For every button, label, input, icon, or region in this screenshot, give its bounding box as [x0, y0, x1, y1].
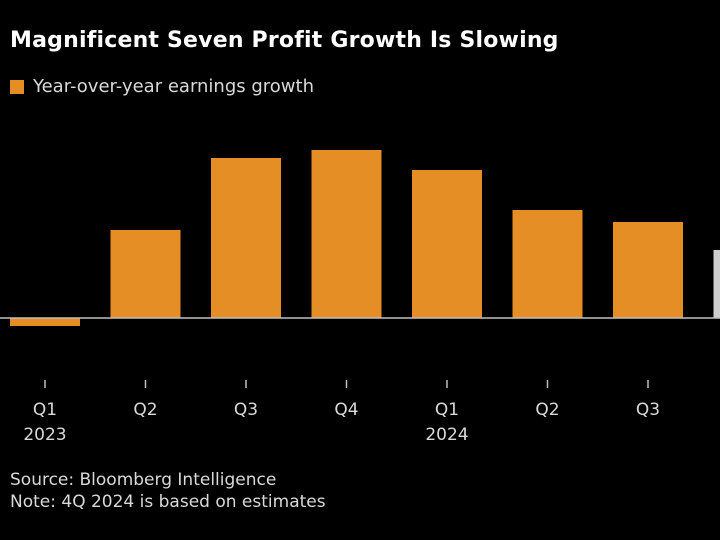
x-tick-label: Q2: [535, 400, 559, 420]
x-axis: Q12023Q2Q3Q4Q12024Q2Q3Q4: [23, 380, 660, 445]
bar: [512, 210, 583, 318]
bar: [211, 158, 281, 318]
bars-group: [10, 150, 720, 326]
x-tick-label: Q4: [334, 400, 358, 420]
chart-title: Magnificent Seven Profit Growth Is Slowi…: [10, 28, 559, 53]
x-tick-label: Q1: [33, 400, 57, 420]
bar: [10, 318, 80, 326]
x-year-label: 2024: [425, 425, 468, 445]
legend: Year-over-year earnings growth: [10, 76, 314, 97]
bar: [613, 222, 683, 318]
x-year-label: 2023: [23, 425, 66, 445]
bar: [311, 150, 382, 318]
bar: [110, 230, 181, 318]
chart-footer: Source: Bloomberg Intelligence Note: 4Q …: [10, 469, 326, 513]
x-tick-label: Q3: [636, 400, 660, 420]
x-tick-label: Q3: [234, 400, 258, 420]
x-tick-label: Q2: [133, 400, 157, 420]
legend-swatch: [10, 79, 24, 94]
legend-label: Year-over-year earnings growth: [33, 76, 314, 97]
source-note: Source: Bloomberg Intelligence: [10, 470, 277, 490]
bar-estimate: [713, 250, 720, 318]
bar: [412, 170, 482, 318]
x-tick-label: Q1: [435, 400, 459, 420]
estimate-note: Note: 4Q 2024 is based on estimates: [10, 492, 326, 512]
